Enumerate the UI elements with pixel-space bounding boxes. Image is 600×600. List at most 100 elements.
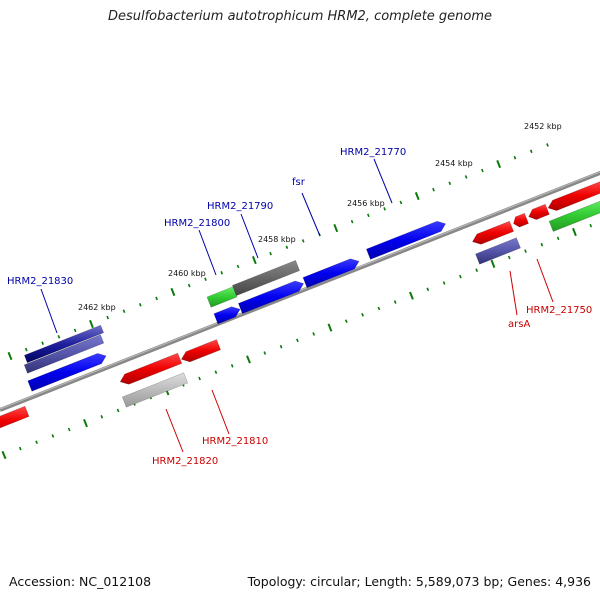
lower-tick-minor-tick — [35, 440, 38, 445]
leader-line-hrm2-21770 — [373, 158, 393, 204]
lower-tick-minor-tick — [344, 319, 348, 323]
upper-tick-minor-tick — [187, 283, 191, 288]
upper-tick-minor-tick — [546, 143, 549, 147]
upper-tick-minor-tick — [481, 168, 484, 173]
gene-hrm2-21760 — [513, 212, 529, 228]
upper-tick-minor-tick — [448, 181, 452, 186]
topology-text: Topology: circular; Length: 5,589,073 bp… — [247, 574, 591, 589]
gene-hrm2-21800 — [206, 286, 238, 308]
accession-text: Accession: NC_012108 — [9, 574, 152, 589]
gene-track — [0, 181, 600, 429]
upper-tick-minor-tick — [367, 213, 370, 218]
gene-hrm2-21750 — [548, 200, 600, 232]
leader-line-hrm2-21800 — [198, 229, 217, 276]
lower-tick-minor-tick — [230, 364, 234, 368]
tick-label: 2454 kbp — [435, 159, 473, 168]
upper-tick-major-tick — [496, 160, 502, 169]
gene-hrm2-21770 — [366, 220, 447, 260]
lower-tick-major-tick — [327, 323, 333, 332]
upper-tick-minor-tick — [432, 187, 435, 192]
gene-label-hrm2-21770: HRM2_21770 — [340, 147, 406, 158]
upper-tick-major-tick — [414, 192, 420, 201]
upper-tick-minor-tick — [464, 175, 468, 179]
upper-tick-minor-tick — [138, 303, 142, 307]
gene-hrm2-21825 — [119, 352, 183, 385]
gene-label-hrm2-21810: HRM2_21810 — [202, 436, 268, 447]
gene-fsr — [302, 258, 360, 289]
map-title: Desulfobacterium autotrophicum HRM2, com… — [107, 9, 493, 24]
upper-tick-minor-tick — [529, 149, 533, 154]
gene-label-hrm2-21790: HRM2_21790 — [207, 201, 273, 212]
gene-label-hrm2-21800: HRM2_21800 — [164, 218, 230, 229]
lower-tick-minor-tick — [507, 255, 511, 260]
upper-tick-minor-tick — [220, 271, 224, 275]
lower-tick-minor-tick — [18, 446, 22, 451]
upper-tick-major-tick — [333, 223, 339, 233]
lower-tick-major-tick — [246, 355, 251, 364]
gene-hrm2-21755 — [528, 203, 550, 220]
gene-arsa — [475, 237, 521, 265]
lower-tick-minor-tick — [540, 242, 544, 247]
tick-label: 2452 kbp — [524, 122, 562, 131]
gene-hrm2-21790 — [232, 260, 300, 296]
lower-tick-minor-tick — [198, 376, 201, 381]
gene-hrm2-21745 — [547, 181, 600, 211]
lower-tick-minor-tick — [263, 351, 267, 355]
lower-tick-minor-tick — [459, 274, 462, 279]
tick-label: 2460 kbp — [168, 269, 206, 278]
lower-tick-minor-tick — [296, 338, 299, 343]
lower-tick-major-tick — [572, 227, 577, 237]
upper-tick-minor-tick — [155, 296, 158, 301]
gene-label-hrm2-21750: HRM2_21750 — [526, 305, 592, 316]
lower-tick-major-tick — [490, 259, 496, 268]
leader-line-hrm2-21810 — [211, 389, 230, 435]
lower-tick-minor-tick — [361, 313, 364, 317]
upper-tick-minor-tick — [236, 264, 240, 269]
upper-tick-minor-tick — [73, 328, 77, 333]
gene-hrm2-21820 — [121, 372, 189, 408]
lower-tick-minor-tick — [67, 427, 71, 432]
leader-line-fsr — [301, 192, 321, 237]
lower-tick-minor-tick — [100, 415, 104, 419]
leader-line-arsa — [509, 270, 518, 316]
gene-hrm2-21850 — [0, 405, 30, 429]
tick-track-upper — [7, 143, 549, 361]
lower-tick-minor-tick — [589, 223, 593, 228]
upper-tick-minor-tick — [513, 155, 517, 160]
upper-tick-minor-tick — [24, 347, 28, 352]
lower-tick-minor-tick — [312, 332, 316, 336]
upper-tick-minor-tick — [106, 315, 110, 320]
upper-tick-minor-tick — [301, 239, 305, 243]
lower-tick-minor-tick — [475, 268, 479, 272]
gene-label-arsa: arsA — [508, 319, 530, 330]
leader-line-hrm2-21750 — [536, 258, 554, 303]
lower-tick-major-tick — [1, 450, 7, 460]
tick-track-lower — [1, 223, 593, 460]
lower-tick-minor-tick — [116, 408, 120, 413]
upper-tick-minor-tick — [57, 335, 61, 339]
gene-hrm2-21815 — [180, 339, 221, 363]
lower-tick-minor-tick — [426, 287, 430, 292]
upper-tick-major-tick — [170, 287, 176, 297]
lower-tick-minor-tick — [556, 236, 560, 241]
gene-hrm2-21830-top — [24, 324, 104, 364]
lower-tick-major-tick — [83, 419, 88, 428]
upper-tick-major-tick — [251, 255, 257, 265]
upper-tick-major-tick — [7, 351, 13, 361]
lower-tick-major-tick — [409, 291, 414, 300]
leader-line-hrm2-21790 — [240, 213, 259, 259]
gene-label-fsr: fsr — [292, 177, 306, 188]
upper-tick-minor-tick — [285, 245, 289, 250]
lower-tick-minor-tick — [51, 434, 55, 438]
gene-hrm2-21840 — [27, 353, 107, 392]
leader-line-hrm2-21830 — [40, 288, 58, 334]
tick-label: 2462 kbp — [78, 303, 116, 312]
upper-tick-minor-tick — [399, 200, 403, 205]
upper-tick-minor-tick — [383, 207, 386, 211]
upper-tick-minor-tick — [350, 219, 354, 224]
lower-tick-minor-tick — [214, 370, 218, 374]
genome-backbone — [0, 170, 600, 412]
leader-line-hrm2-21820 — [165, 408, 184, 453]
upper-tick-minor-tick — [41, 341, 44, 345]
